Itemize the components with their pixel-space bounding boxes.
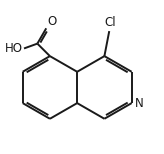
Text: Cl: Cl (104, 16, 116, 29)
Text: HO: HO (5, 42, 23, 55)
Text: O: O (47, 14, 56, 28)
Text: N: N (135, 97, 144, 110)
